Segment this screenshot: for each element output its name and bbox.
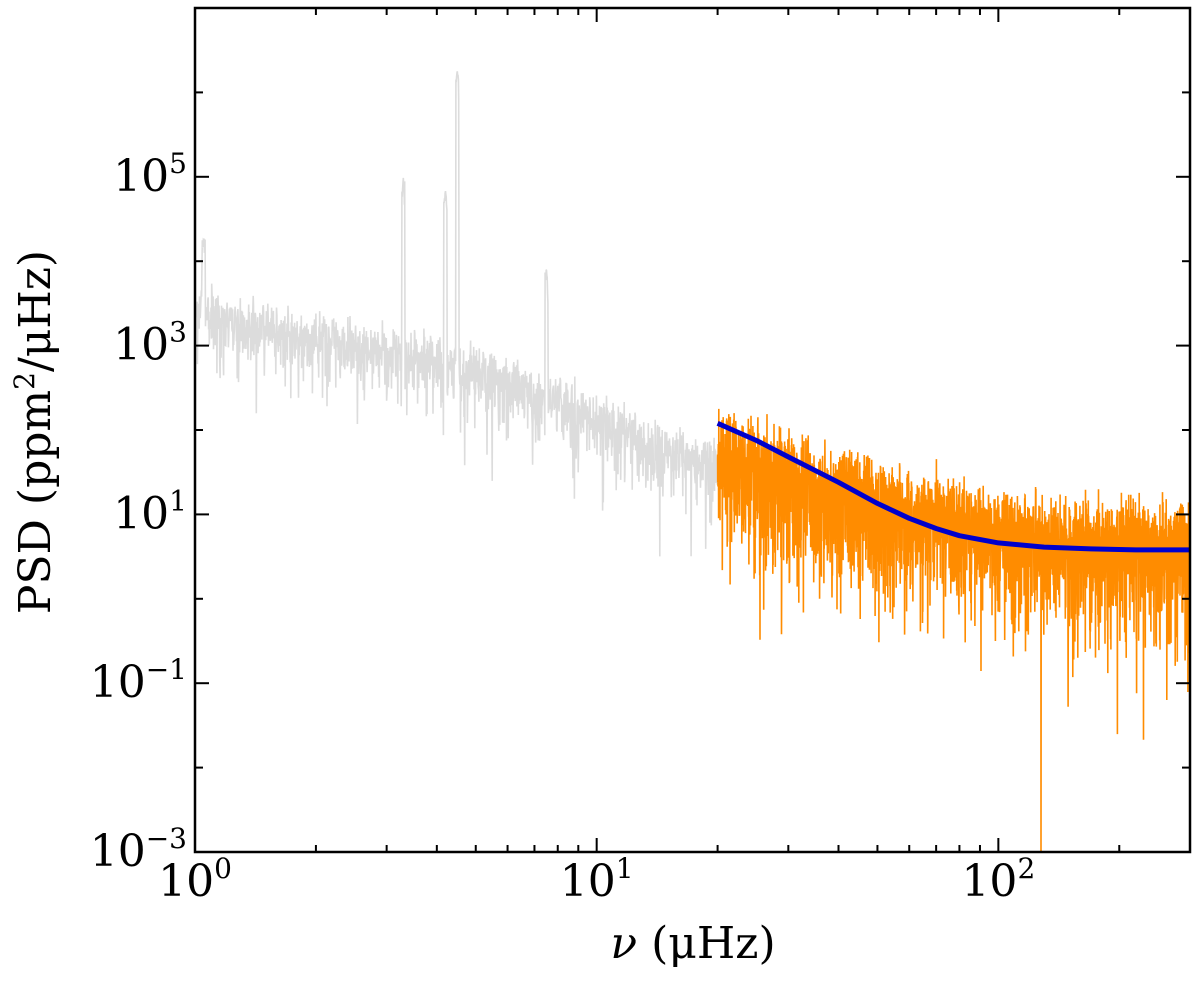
y-tick-exp: −3 [146, 822, 187, 855]
series-psd-excluded [195, 71, 719, 557]
x-tick-exp: 2 [1017, 852, 1035, 885]
y-axis-label-post: /μHz) [10, 250, 61, 372]
x-tick-label: 100 [158, 852, 232, 907]
y-tick-label: 103 [113, 316, 187, 371]
y-tick-base: 10 [90, 657, 146, 708]
x-tick-label: 102 [961, 852, 1035, 907]
series-background-fit [716, 421, 1190, 553]
y-tick-exp: −1 [146, 653, 187, 686]
y-axis-label-sup: 2 [8, 372, 41, 390]
y-tick-base: 10 [90, 826, 146, 877]
y-tick-exp: 3 [169, 316, 187, 349]
x-tick-base: 10 [158, 856, 214, 907]
y-tick-label: 10−3 [90, 822, 187, 877]
y-tick-base: 10 [113, 320, 169, 371]
x-axis-label: ν (μHz) [610, 918, 775, 969]
y-tick-base: 10 [113, 488, 169, 539]
y-tick-label: 101 [113, 484, 187, 539]
x-axis-symbol: ν [610, 918, 637, 969]
x-tick-exp: 0 [214, 852, 232, 885]
y-axis-label: PSD (ppm2/μHz) [8, 250, 62, 614]
data-layer [195, 71, 1190, 852]
y-tick-base: 10 [113, 151, 169, 202]
y-tick-exp: 5 [169, 147, 187, 180]
x-axis-unit: (μHz) [637, 918, 775, 969]
x-tick-exp: 1 [616, 852, 634, 885]
plot-area [195, 71, 1190, 852]
y-tick-label: 105 [113, 147, 187, 202]
y-tick-exp: 1 [169, 484, 187, 517]
x-tick-base: 10 [560, 856, 616, 907]
x-tick-label: 101 [560, 852, 634, 907]
x-tick-base: 10 [961, 856, 1017, 907]
y-axis-label-pre: PSD (ppm [10, 390, 61, 614]
y-tick-label: 10−1 [90, 653, 187, 708]
series-psd-fitted-range [716, 408, 1190, 852]
